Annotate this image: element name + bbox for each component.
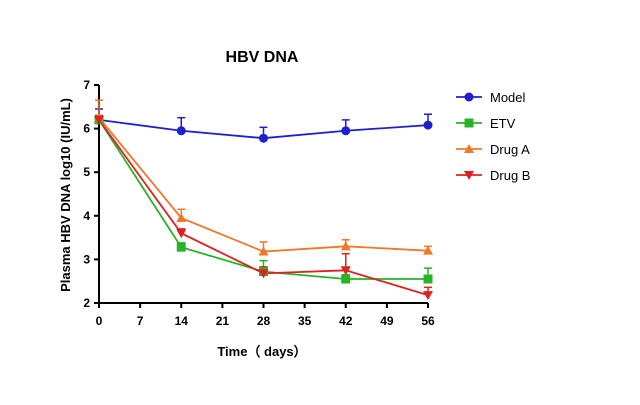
data-point	[176, 229, 187, 239]
legend-label: Model	[490, 90, 526, 105]
data-point	[176, 242, 186, 252]
legend-label: Drug B	[490, 168, 530, 183]
y-tick-label: 6	[83, 122, 90, 136]
y-tick-label: 2	[83, 296, 90, 310]
data-point	[423, 274, 433, 284]
x-tick-label: 28	[257, 314, 271, 328]
data-point	[176, 126, 186, 136]
x-axis-label: Time（ days）	[217, 344, 306, 359]
data-points	[94, 112, 433, 301]
legend-label: ETV	[490, 116, 516, 131]
chart-title: HBV DNA	[226, 49, 299, 66]
data-point	[340, 266, 351, 276]
data-point	[341, 274, 351, 284]
data-point	[259, 133, 268, 143]
x-tick-label: 49	[380, 314, 394, 328]
data-point	[94, 115, 104, 125]
data-point	[258, 246, 269, 256]
x-tick-label: 0	[96, 314, 103, 328]
x-tick-label: 42	[339, 314, 353, 328]
data-point	[423, 245, 433, 255]
data-point	[423, 291, 433, 301]
legend-label: Drug A	[490, 142, 530, 157]
y-tick-label: 7	[83, 78, 90, 92]
error-bars	[95, 99, 432, 296]
legend: Model ETV Drug A Drug B	[456, 90, 530, 183]
y-tick-label: 3	[83, 252, 90, 266]
x-tick-label: 14	[175, 314, 189, 328]
legend-marker	[464, 92, 474, 102]
y-tick-label: 5	[83, 165, 90, 179]
x-tick-label: 7	[137, 314, 144, 328]
data-point	[340, 241, 351, 251]
legend-marker	[464, 118, 474, 128]
x-tick-label: 35	[298, 314, 312, 328]
y-tick-label: 4	[83, 209, 90, 223]
data-point	[423, 120, 433, 130]
x-tick-label: 21	[216, 314, 230, 328]
data-point	[341, 126, 351, 136]
y-axis-label: Plasma HBV DNA log10 (IU/mL)	[58, 98, 73, 292]
legend-marker	[464, 144, 474, 153]
data-point	[176, 212, 187, 222]
legend-marker	[464, 171, 474, 180]
x-tick-label: 56	[421, 314, 435, 328]
data-point	[258, 269, 269, 279]
